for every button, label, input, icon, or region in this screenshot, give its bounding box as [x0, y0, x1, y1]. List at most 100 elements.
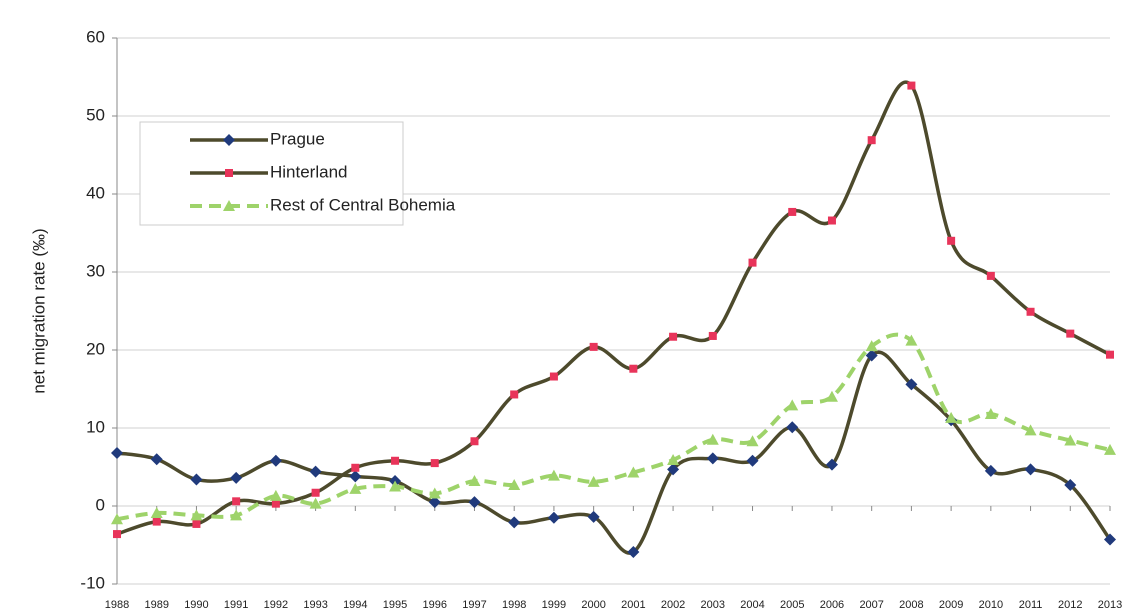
x-tick-label: 1995: [383, 599, 407, 611]
point: [627, 466, 640, 478]
x-tick-label: 2012: [1058, 599, 1082, 611]
point: [667, 453, 680, 465]
x-tick-label: 2001: [621, 599, 645, 611]
point: [190, 473, 203, 486]
point: [1064, 434, 1077, 446]
point: [587, 510, 600, 523]
x-tick-label: 1998: [502, 599, 526, 611]
point: [1104, 443, 1116, 455]
point: [549, 372, 558, 381]
y-tick-label: -10: [80, 573, 105, 592]
point: [589, 342, 598, 351]
point: [708, 331, 717, 340]
point: [309, 497, 322, 509]
x-tick-label: 1999: [542, 599, 566, 611]
x-tick-label: 2003: [701, 599, 725, 611]
x-tick-label: 1991: [224, 599, 248, 611]
point: [309, 465, 322, 478]
point: [271, 499, 280, 508]
point: [470, 437, 479, 446]
series-line: [116, 332, 1111, 522]
point: [786, 399, 799, 411]
x-tick-label: 1993: [303, 599, 327, 611]
point: [428, 496, 441, 509]
point: [111, 513, 123, 525]
point: [786, 421, 799, 434]
point: [825, 390, 838, 402]
x-tick-label: 1994: [343, 599, 367, 611]
x-tick-label: 1988: [105, 599, 129, 611]
x-tick-label: 2005: [780, 599, 804, 611]
point: [468, 475, 481, 487]
legend-marker: [223, 200, 235, 211]
point: [587, 475, 600, 487]
legend-label: Rest of Central Bohemia: [270, 195, 456, 214]
x-tick-label: 2006: [820, 599, 844, 611]
point: [748, 258, 757, 267]
point: [667, 463, 680, 476]
point: [788, 207, 797, 216]
y-tick-label: 60: [86, 27, 105, 46]
point: [984, 464, 997, 477]
x-tick-label: 2010: [979, 599, 1003, 611]
point: [1064, 478, 1077, 491]
point: [865, 349, 878, 362]
point: [510, 390, 519, 399]
legend-marker: [225, 169, 233, 177]
y-tick-label: 10: [86, 417, 105, 436]
point: [192, 519, 201, 528]
point: [867, 136, 876, 145]
point: [508, 516, 521, 529]
y-tick-label: 0: [96, 495, 105, 514]
point: [351, 463, 360, 472]
legend-label: Prague: [270, 129, 325, 148]
point: [311, 488, 320, 497]
point: [865, 340, 878, 352]
point: [230, 509, 243, 521]
point: [430, 459, 439, 468]
point: [706, 433, 719, 445]
point: [269, 454, 282, 467]
point: [627, 546, 640, 559]
point: [746, 454, 759, 467]
point: [150, 453, 163, 466]
point: [1104, 533, 1116, 546]
point: [391, 456, 400, 465]
x-tick-label: 2009: [939, 599, 963, 611]
point: [1026, 307, 1035, 316]
x-tick-label: 2013: [1098, 599, 1122, 611]
point: [111, 446, 123, 459]
point: [508, 478, 521, 490]
point: [1024, 463, 1037, 476]
y-tick-label: 20: [86, 339, 105, 358]
x-tick-label: 1997: [462, 599, 486, 611]
point: [905, 334, 918, 346]
y-tick-label: 40: [86, 183, 105, 202]
point: [150, 507, 163, 519]
point: [746, 435, 759, 447]
point: [269, 489, 282, 501]
series-line: [116, 350, 1112, 555]
x-tick-label: 2007: [859, 599, 883, 611]
point: [825, 458, 838, 471]
point: [1106, 350, 1114, 359]
point: [905, 378, 918, 391]
y-tick-label: 50: [86, 105, 105, 124]
point: [190, 509, 203, 521]
point: [986, 271, 995, 280]
point: [428, 487, 441, 499]
point: [984, 407, 997, 419]
point: [232, 497, 241, 506]
y-tick-label: 30: [86, 261, 105, 280]
legend-box: [139, 121, 404, 226]
point: [349, 482, 362, 494]
x-tick-label: 2002: [661, 599, 685, 611]
legend-label: Hinterland: [270, 162, 348, 181]
point: [827, 216, 836, 225]
point: [547, 469, 560, 481]
point: [1066, 329, 1075, 338]
x-tick-label: 2011: [1019, 599, 1043, 611]
point: [947, 236, 956, 245]
point: [152, 517, 161, 526]
